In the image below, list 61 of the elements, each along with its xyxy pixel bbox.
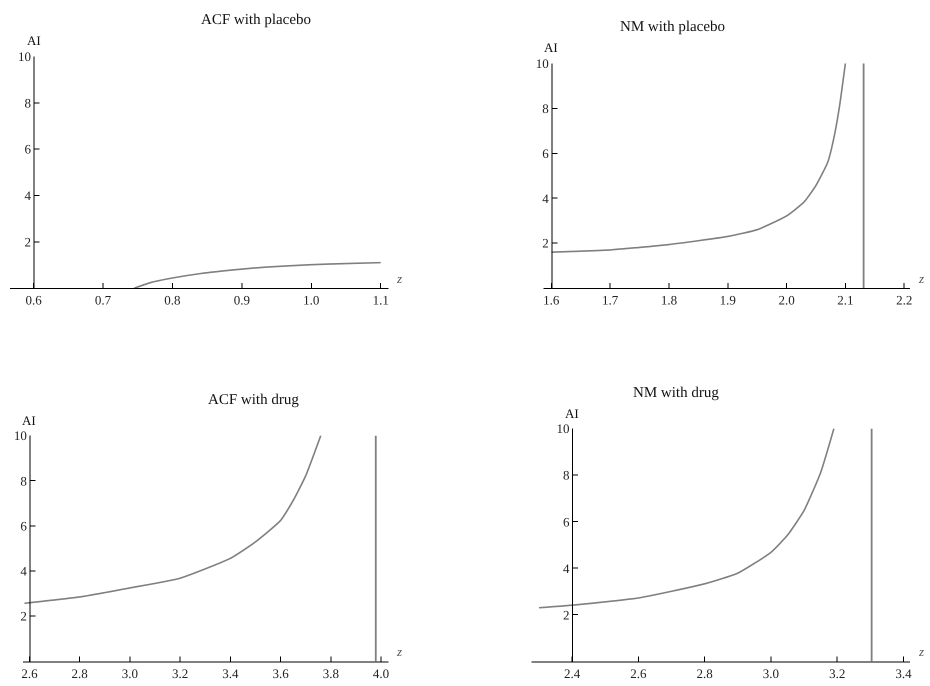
x-tick-label: 3.4 [895,666,912,681]
y-tick-label: 6 [24,142,32,157]
x-tick-label: 3.2 [829,666,846,681]
x-tick-label: 1.6 [543,292,560,308]
x-tick-label: 3.0 [122,666,138,681]
x-tick-label: 1.7 [602,292,619,308]
x-tick-label: 0.8 [164,292,181,308]
x-tick-label: 3.2 [172,666,188,681]
y-tick-label: 6 [20,518,28,534]
x-axis-title: z [918,644,924,659]
y-axis-title: AI [22,413,36,428]
x-tick-label: 2.6 [21,666,38,681]
x-axis-title: z [918,271,924,286]
y-tick-label: 6 [542,146,550,161]
y-axis-title: AI [544,40,558,55]
y-tick-label: 8 [563,468,570,483]
x-tick-label: 4.0 [372,666,390,681]
x-tick-label: 0.6 [25,292,42,308]
x-tick-label: 2.2 [896,292,912,308]
x-tick-label: 3.4 [222,666,239,681]
x-tick-label: 2.0 [778,292,795,308]
y-tick-label: 8 [20,473,27,488]
chart-title: NM with drug [633,385,720,401]
y-tick-label: 4 [542,190,550,206]
x-tick-label: 1.0 [303,292,320,308]
x-tick-label: 3.6 [272,666,290,681]
line-series [133,262,382,288]
x-tick-label: 1.8 [660,292,678,308]
y-tick-label: 4 [24,188,32,204]
x-tick-label: 2.1 [837,292,854,308]
y-tick-label: 6 [563,514,570,530]
y-tick-label: 10 [18,49,31,64]
y-tick-label: 4 [563,560,570,576]
x-tick-label: 0.7 [94,292,112,308]
x-tick-label: 1.9 [720,292,736,308]
x-tick-label: 2.8 [696,666,713,681]
y-tick-label: 8 [542,100,549,116]
x-tick-label: 2.6 [630,666,648,681]
chart-title: NM with placebo [620,19,725,35]
x-tick-label: 0.9 [234,292,250,308]
x-tick-label: 3.0 [762,666,780,681]
y-axis-title: AI [565,406,579,421]
y-tick-label: 2 [542,236,549,251]
y-tick-label: 2 [20,608,27,624]
y-tick-label: 4 [20,564,28,579]
x-tick-label: 2.8 [72,666,88,681]
y-tick-label: 10 [14,428,27,444]
y-tick-label: 10 [536,56,549,71]
y-tick-label: 2 [24,234,31,250]
y-tick-label: 10 [556,421,570,436]
x-axis-title: z [396,644,402,659]
x-tick-label: 1.1 [372,292,389,308]
x-tick-label: 3.8 [322,666,339,681]
chart-title: ACF with placebo [201,12,311,28]
y-axis-title: AI [27,33,41,48]
line-series [550,63,846,253]
x-axis-title: z [396,271,402,286]
chart-title: ACF with drug [208,392,300,408]
y-tick-label: 8 [24,95,31,110]
y-tick-label: 2 [563,607,570,622]
x-tick-label: 2.4 [564,666,581,681]
